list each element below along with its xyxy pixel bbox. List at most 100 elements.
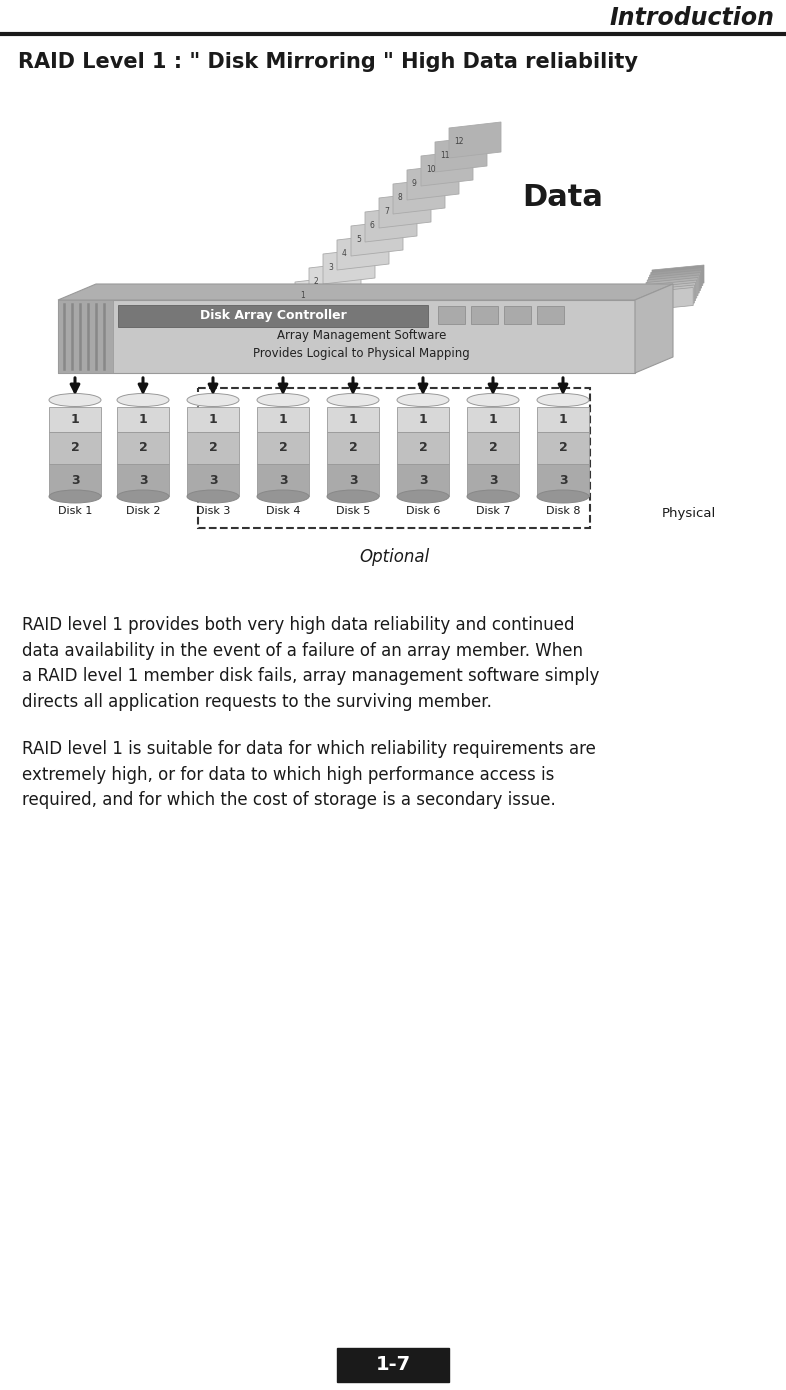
- Bar: [49, 464, 101, 496]
- Bar: [397, 406, 449, 432]
- Ellipse shape: [397, 393, 449, 406]
- Polygon shape: [641, 288, 693, 310]
- Bar: [504, 306, 531, 324]
- Ellipse shape: [327, 393, 379, 406]
- Polygon shape: [295, 277, 347, 311]
- Polygon shape: [393, 178, 445, 214]
- Bar: [49, 406, 101, 432]
- Polygon shape: [337, 234, 389, 270]
- Bar: [187, 464, 239, 496]
- Text: RAID level 1 is suitable for data for which reliability requirements are
extreme: RAID level 1 is suitable for data for wh…: [22, 739, 596, 809]
- Bar: [337, 1348, 449, 1382]
- Polygon shape: [651, 267, 703, 291]
- Text: 1: 1: [300, 292, 305, 300]
- Bar: [537, 464, 589, 496]
- Bar: [467, 432, 519, 464]
- Ellipse shape: [467, 491, 519, 503]
- Bar: [187, 432, 239, 464]
- Bar: [58, 300, 113, 373]
- Ellipse shape: [187, 491, 239, 503]
- Polygon shape: [58, 300, 635, 373]
- Ellipse shape: [257, 393, 309, 406]
- Polygon shape: [649, 270, 702, 293]
- Text: Disk 7: Disk 7: [476, 506, 510, 517]
- Text: Array Management Software
Provides Logical to Physical Mapping: Array Management Software Provides Logic…: [253, 328, 470, 360]
- Bar: [467, 406, 519, 432]
- Polygon shape: [652, 265, 704, 288]
- Bar: [118, 304, 428, 327]
- Polygon shape: [58, 284, 673, 300]
- Polygon shape: [645, 279, 697, 303]
- Bar: [117, 464, 169, 496]
- Text: Disk 1: Disk 1: [58, 506, 92, 517]
- Bar: [49, 432, 101, 464]
- Polygon shape: [323, 247, 375, 284]
- Polygon shape: [365, 206, 417, 242]
- Bar: [327, 432, 379, 464]
- Ellipse shape: [117, 393, 169, 406]
- Text: 2: 2: [419, 442, 428, 455]
- Text: 1: 1: [559, 413, 567, 425]
- Polygon shape: [309, 261, 361, 297]
- Text: Disk 3: Disk 3: [196, 506, 230, 517]
- Bar: [257, 464, 309, 496]
- Polygon shape: [421, 150, 473, 186]
- Text: 3: 3: [349, 474, 358, 486]
- Bar: [467, 464, 519, 496]
- Polygon shape: [449, 122, 501, 158]
- Text: 5: 5: [356, 235, 361, 245]
- Polygon shape: [379, 192, 431, 228]
- Text: 3: 3: [71, 474, 79, 486]
- Text: 1: 1: [208, 413, 218, 425]
- Text: 3: 3: [419, 474, 428, 486]
- Bar: [537, 432, 589, 464]
- Ellipse shape: [187, 393, 239, 406]
- Text: Disk 5: Disk 5: [336, 506, 370, 517]
- Text: 10: 10: [426, 165, 435, 175]
- Bar: [257, 406, 309, 432]
- Polygon shape: [646, 278, 698, 300]
- Text: 2: 2: [138, 442, 148, 455]
- Text: Optional: Optional: [359, 548, 429, 566]
- Polygon shape: [642, 285, 694, 309]
- Bar: [471, 306, 498, 324]
- Polygon shape: [647, 275, 700, 297]
- Text: Disk 4: Disk 4: [266, 506, 300, 517]
- Text: 6: 6: [370, 221, 375, 231]
- Text: 1: 1: [71, 413, 79, 425]
- Ellipse shape: [537, 393, 589, 406]
- Bar: [537, 406, 589, 432]
- Text: 3: 3: [559, 474, 567, 486]
- Text: RAID Level 1 : " Disk Mirroring " High Data reliability: RAID Level 1 : " Disk Mirroring " High D…: [18, 51, 638, 72]
- Polygon shape: [635, 284, 673, 373]
- Polygon shape: [648, 272, 700, 296]
- Ellipse shape: [397, 491, 449, 503]
- Ellipse shape: [257, 491, 309, 503]
- Polygon shape: [435, 136, 487, 172]
- Polygon shape: [407, 164, 459, 200]
- Bar: [198, 388, 590, 528]
- Text: 2: 2: [559, 442, 567, 455]
- Text: 12: 12: [454, 138, 464, 146]
- Bar: [117, 406, 169, 432]
- Bar: [257, 432, 309, 464]
- Bar: [438, 306, 465, 324]
- Text: Disk Array Controller: Disk Array Controller: [200, 310, 347, 322]
- Text: Physical: Physical: [662, 506, 716, 520]
- Text: 2: 2: [489, 442, 498, 455]
- Bar: [397, 464, 449, 496]
- Text: 8: 8: [398, 193, 402, 203]
- Text: Disk 6: Disk 6: [406, 506, 440, 517]
- Text: Data: Data: [522, 183, 603, 213]
- Text: RAID level 1 provides both very high data reliability and continued
data availab: RAID level 1 provides both very high dat…: [22, 616, 600, 712]
- Text: 3: 3: [279, 474, 288, 486]
- Text: 2: 2: [278, 442, 288, 455]
- Text: 4: 4: [342, 249, 347, 259]
- Text: 3: 3: [489, 474, 498, 486]
- Text: Introduction: Introduction: [610, 6, 775, 31]
- Text: 2: 2: [349, 442, 358, 455]
- Ellipse shape: [49, 491, 101, 503]
- Bar: [327, 406, 379, 432]
- Text: Disk 2: Disk 2: [126, 506, 160, 517]
- Text: 2: 2: [208, 442, 218, 455]
